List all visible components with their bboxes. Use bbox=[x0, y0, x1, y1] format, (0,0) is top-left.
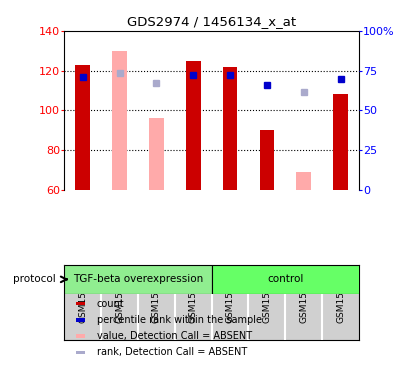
Text: GSM154332: GSM154332 bbox=[226, 268, 234, 323]
Bar bbox=[186, 61, 200, 190]
Text: control: control bbox=[267, 274, 303, 285]
Text: GSM154329: GSM154329 bbox=[115, 268, 124, 323]
Text: GSM154331: GSM154331 bbox=[189, 268, 198, 323]
Text: value, Detection Call = ABSENT: value, Detection Call = ABSENT bbox=[97, 331, 252, 341]
Text: GSM154335: GSM154335 bbox=[336, 268, 345, 323]
Bar bbox=[149, 118, 164, 190]
Text: GSM154333: GSM154333 bbox=[262, 268, 271, 323]
Text: rank, Detection Call = ABSENT: rank, Detection Call = ABSENT bbox=[97, 348, 247, 358]
Text: percentile rank within the sample: percentile rank within the sample bbox=[97, 315, 262, 325]
Bar bbox=[333, 94, 348, 190]
Bar bbox=[259, 130, 274, 190]
Bar bbox=[76, 351, 85, 354]
Text: protocol: protocol bbox=[13, 274, 56, 285]
Text: GSM154328: GSM154328 bbox=[78, 268, 87, 323]
Bar bbox=[223, 66, 237, 190]
Text: TGF-beta overexpression: TGF-beta overexpression bbox=[73, 274, 203, 285]
Bar bbox=[64, 265, 212, 294]
Bar bbox=[76, 65, 90, 190]
Text: count: count bbox=[97, 298, 124, 308]
Bar bbox=[112, 51, 127, 190]
Text: GSM154334: GSM154334 bbox=[299, 268, 308, 323]
Text: GSM154330: GSM154330 bbox=[152, 268, 161, 323]
Bar bbox=[212, 265, 377, 294]
Bar bbox=[76, 318, 85, 322]
Bar bbox=[76, 334, 85, 338]
Bar bbox=[76, 302, 85, 305]
Title: GDS2974 / 1456134_x_at: GDS2974 / 1456134_x_at bbox=[127, 15, 296, 28]
Bar bbox=[296, 172, 311, 190]
